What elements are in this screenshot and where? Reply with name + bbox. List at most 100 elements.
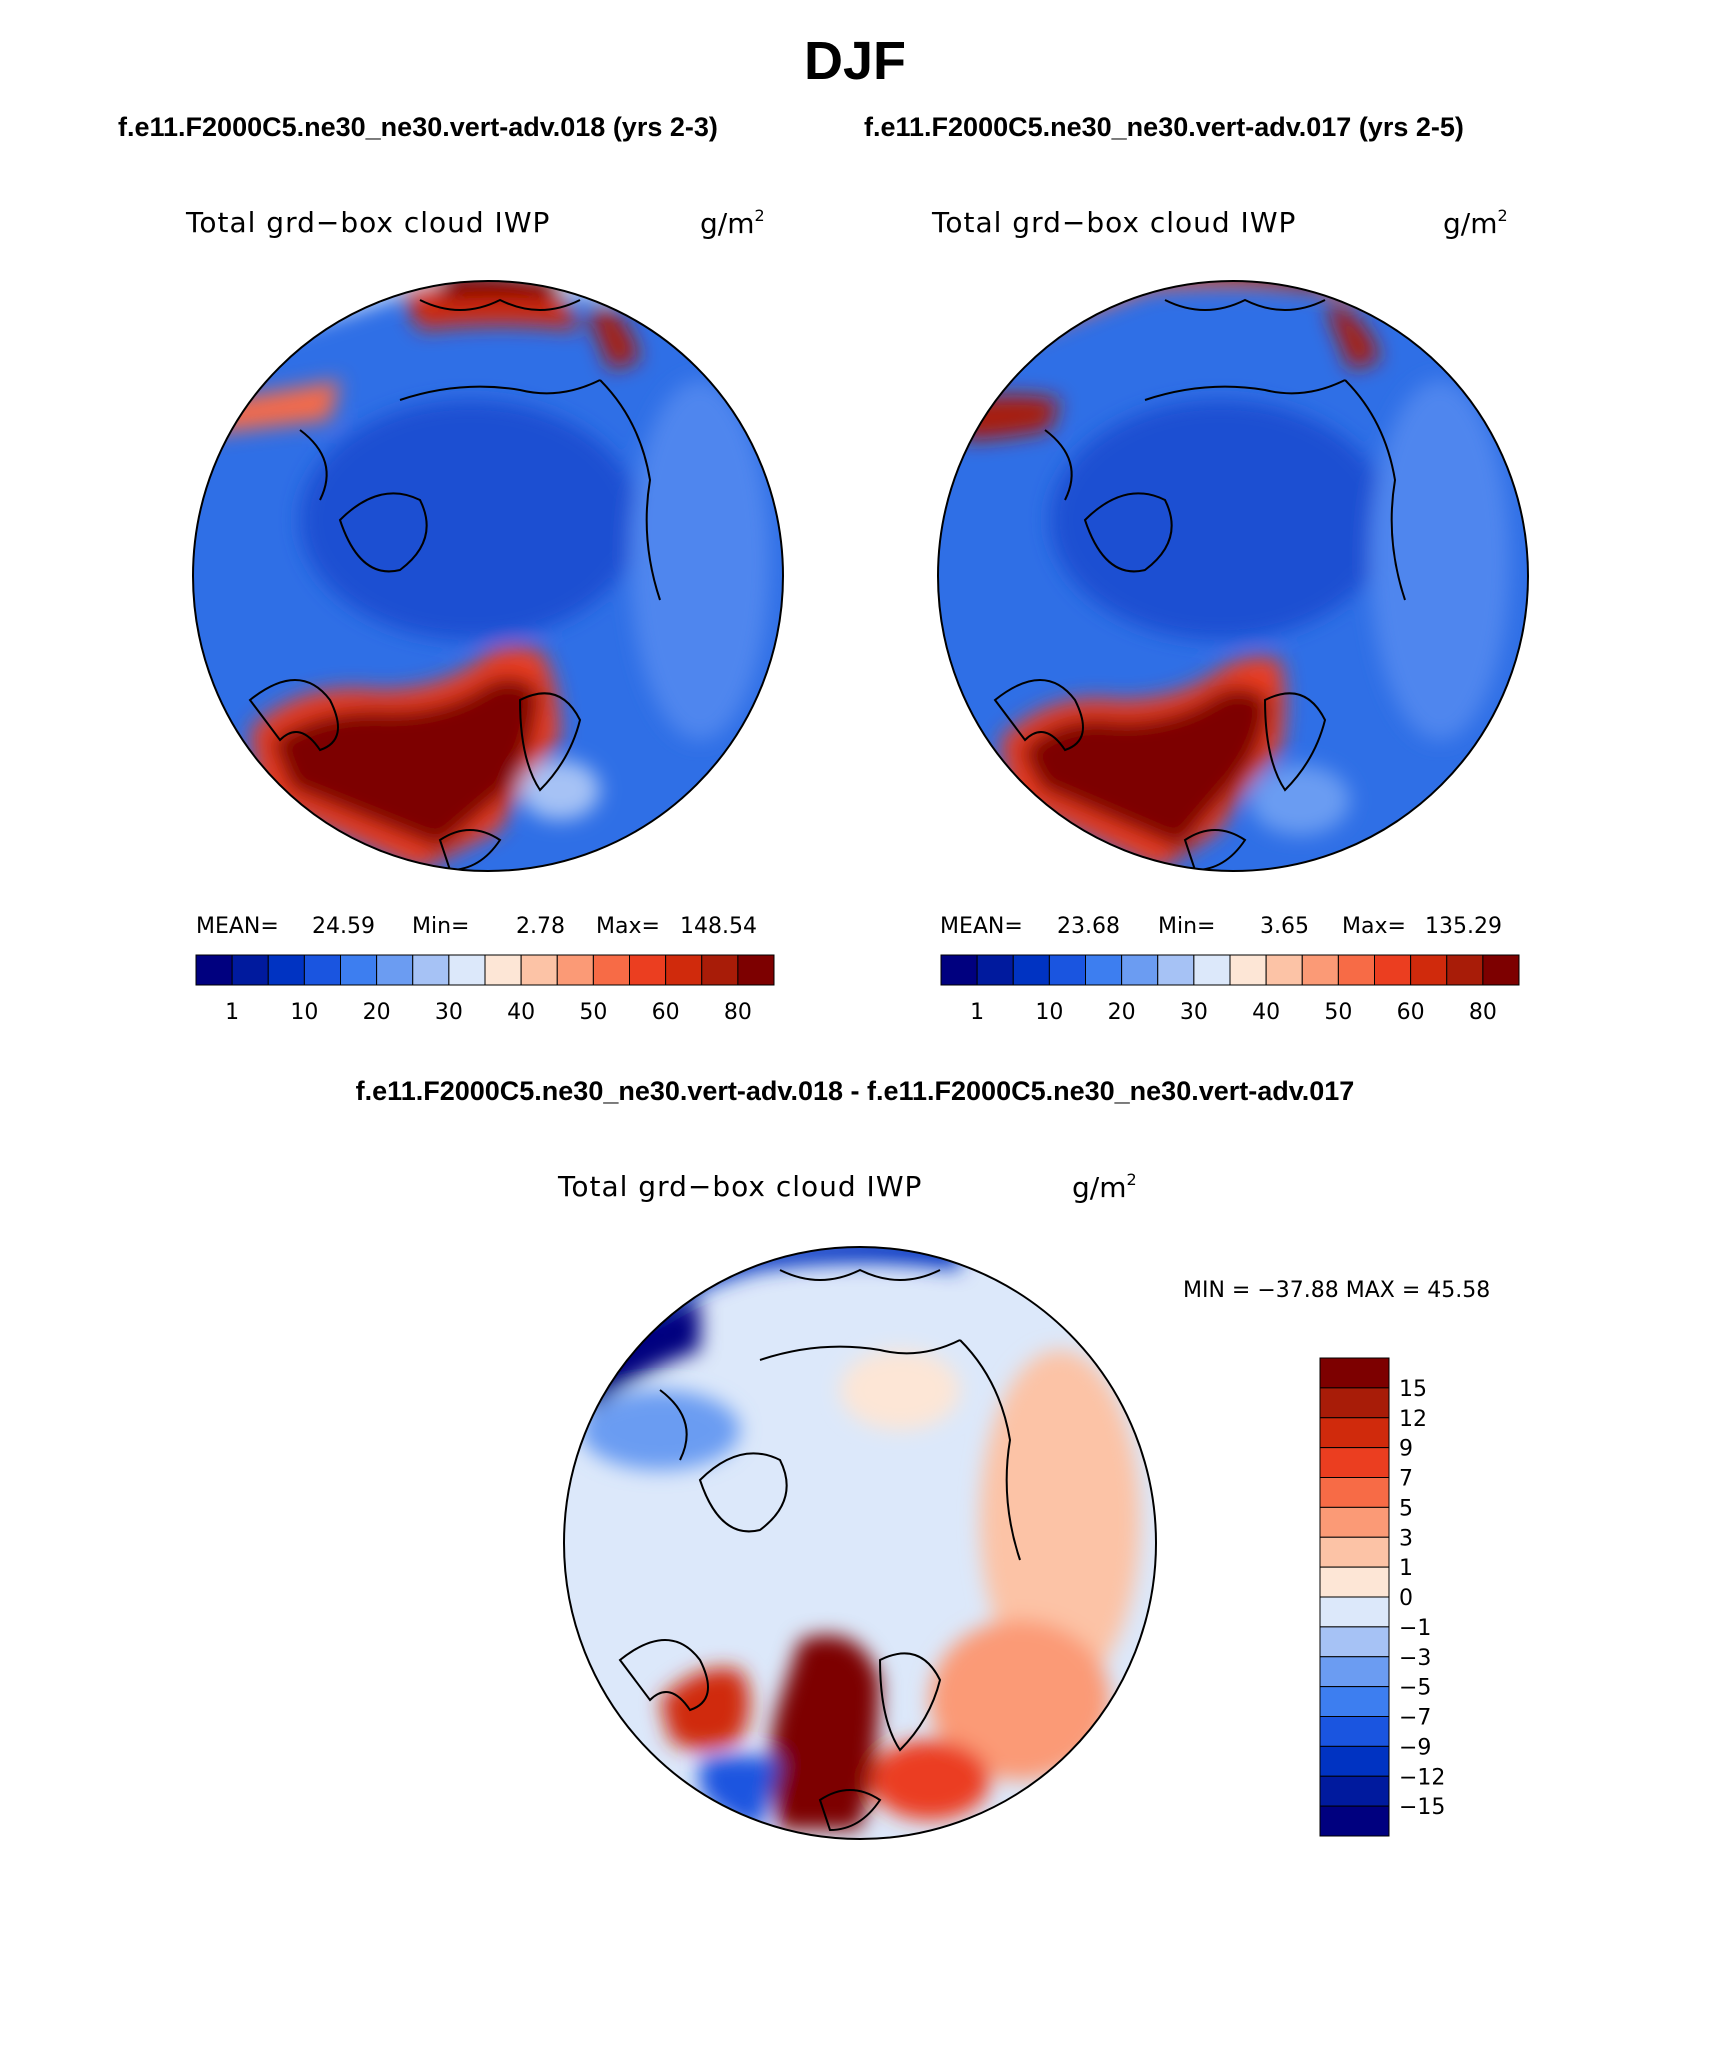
panel1-colorbar-box-11: [592, 954, 630, 986]
panel2-units-base: g/m: [1443, 207, 1498, 240]
panel3-east-pink: [980, 1350, 1140, 1690]
panel3-colorbar-label: 3: [1399, 1526, 1413, 1551]
panel1-units-label: g/m2: [700, 206, 765, 240]
panel3-colorbar-label: −1: [1399, 1616, 1431, 1641]
panel1-colorbar-box-13: [665, 954, 703, 986]
panel1-colorbar-label: 60: [652, 1000, 680, 1025]
panel1-colorbar-label: 50: [579, 1000, 607, 1025]
panel3-colorbar-label: −3: [1399, 1646, 1431, 1671]
panel2-colorbar-box-2: [1012, 954, 1050, 986]
panel3-colorbar-box-6: [1319, 1536, 1390, 1568]
panel3-se-salmon: [930, 1620, 1110, 1780]
panel2-colorbar-label: 50: [1324, 1000, 1352, 1025]
panel1-north-dark: [440, 281, 560, 300]
panel3-units-base: g/m: [1072, 1171, 1127, 1204]
panel2-europe-light: [1250, 765, 1350, 835]
panel3-colorbar-label: 12: [1399, 1407, 1427, 1432]
panel2-pacific-band: [1370, 380, 1510, 740]
panel3-colorbar-box-0: [1319, 1357, 1390, 1389]
panel2-min-label: Min=: [1158, 914, 1216, 939]
panel3-colorbar-label: 9: [1399, 1437, 1413, 1462]
panel1-colorbar-box-3: [303, 954, 341, 986]
panel3-minmax-label: MIN = −37.88 MAX = 45.58: [1183, 1278, 1491, 1303]
panel2-colorbar-box-8: [1229, 954, 1267, 986]
panel2-arctic-low: [1050, 400, 1390, 640]
case-title-left: f.e11.F2000C5.ne30_ne30.vert-adv.018 (yr…: [118, 112, 718, 142]
panel1-coastlines: [248, 298, 661, 871]
panel1-colorbar-box-4: [340, 954, 378, 986]
panel1-colorbar-box-8: [484, 954, 522, 986]
panel2-units-label: g/m2: [1443, 206, 1508, 240]
panel2-colorbar-box-5: [1121, 954, 1159, 986]
panel2-colorbar-box-6: [1157, 954, 1195, 986]
panel1-units-base: g/m: [700, 207, 755, 240]
panel3-south-red: [870, 1740, 990, 1820]
panel1-mean-value: 24.59: [312, 914, 375, 939]
case-title-right: f.e11.F2000C5.ne30_ne30.vert-adv.017 (yr…: [864, 112, 1464, 142]
panel1-ne-red: [590, 300, 640, 370]
panel1-pacific-band: [630, 380, 770, 740]
panel1-colorbar-box-5: [376, 954, 414, 986]
panel1-colorbar: 1 10 20 30 40 50 60 80: [195, 954, 775, 1025]
panel3-colorbar-box-2: [1319, 1417, 1390, 1449]
panel1-variable-label: Total grd−box cloud IWP: [186, 206, 551, 239]
panel3-variable-label: Total grd−box cloud IWP: [558, 1170, 923, 1203]
panel2-max-label: Max=: [1342, 914, 1406, 939]
panel1-colorbar-box-15: [737, 954, 775, 986]
panel2-polar-map: [938, 281, 1528, 871]
panel2-colorbar-label: 80: [1469, 1000, 1497, 1025]
panel3-colorbar-label: −15: [1399, 1795, 1445, 1820]
panel1-polar-map: [193, 281, 783, 871]
panel1-colorbar-label: 1: [225, 1000, 239, 1025]
panel2-colorbar-box-12: [1374, 954, 1412, 986]
panel2-colorbar-box-3: [1048, 954, 1086, 986]
panel2-colorbar-label: 10: [1035, 1000, 1063, 1025]
panel3-colorbar-box-3: [1319, 1447, 1390, 1478]
panel3-colorbar-box-5: [1319, 1506, 1390, 1538]
panel3-colorbar-box-7: [1319, 1566, 1390, 1598]
panel3-west-blue: [580, 1390, 740, 1470]
panel2-colorbar-box-11: [1337, 954, 1375, 986]
panel2-min-value: 3.65: [1260, 914, 1309, 939]
panel3-colorbar-label: 5: [1399, 1496, 1413, 1521]
panel3-colorbar-box-4: [1319, 1477, 1390, 1508]
panel2-colorbar-box-15: [1482, 954, 1520, 986]
panel3-units-exp: 2: [1126, 1170, 1137, 1189]
panel3-polar-map: [564, 1247, 1156, 1839]
panel3-colorbar-label: 1: [1399, 1556, 1413, 1581]
panel3-colorbar-label: 7: [1399, 1467, 1413, 1492]
panel2-colorbar-box-14: [1446, 954, 1484, 986]
panel1-mean-label: MEAN=: [196, 914, 279, 939]
panel3-colorbar-box-15: [1319, 1805, 1390, 1837]
panel2-colorbar-label: 40: [1252, 1000, 1280, 1025]
panel2-coastlines: [993, 298, 1406, 871]
panel3-colorbar-label: −5: [1399, 1676, 1431, 1701]
panel2-map-border: [937, 280, 1529, 872]
panel3-colorbar-box-13: [1319, 1745, 1390, 1777]
panel2-colorbar-box-10: [1301, 954, 1339, 986]
panel3-colorbar: 15 12 9 7 5 3 1 0 −1 −3 −5 −7 −9 −12 −15: [1319, 1357, 1445, 1837]
panel2-colorbar-box-0: [940, 954, 978, 986]
panel2-colorbar-box-13: [1410, 954, 1448, 986]
panel1-min-label: Min=: [412, 914, 470, 939]
panel2-colorbar-box-9: [1265, 954, 1303, 986]
panel3-colorbar-box-10: [1319, 1656, 1390, 1688]
panel3-central-dark: [770, 1635, 880, 1830]
panel3-colorbar-box-9: [1319, 1626, 1390, 1658]
panel1-colorbar-label: 20: [363, 1000, 391, 1025]
panel1-europe-light: [520, 760, 600, 820]
panel1-colorbar-box-14: [701, 954, 739, 986]
panel2-colorbar-label: 30: [1180, 1000, 1208, 1025]
panel1-colorbar-label: 10: [290, 1000, 318, 1025]
panel1-colorbar-box-9: [520, 954, 558, 986]
panel3-colorbar-box-11: [1319, 1686, 1390, 1717]
panel1-units-exp: 2: [754, 206, 765, 225]
panel2-colorbar-box-1: [976, 954, 1014, 986]
panel1-map-border: [192, 280, 784, 872]
panel3-colorbar-box-8: [1319, 1596, 1390, 1628]
panel3-colorbar-label: −7: [1399, 1706, 1431, 1731]
panel3-colorbar-box-1: [1319, 1387, 1390, 1419]
panel2-north-red: [940, 281, 1370, 380]
panel3-colorbar-label: −9: [1399, 1735, 1431, 1760]
